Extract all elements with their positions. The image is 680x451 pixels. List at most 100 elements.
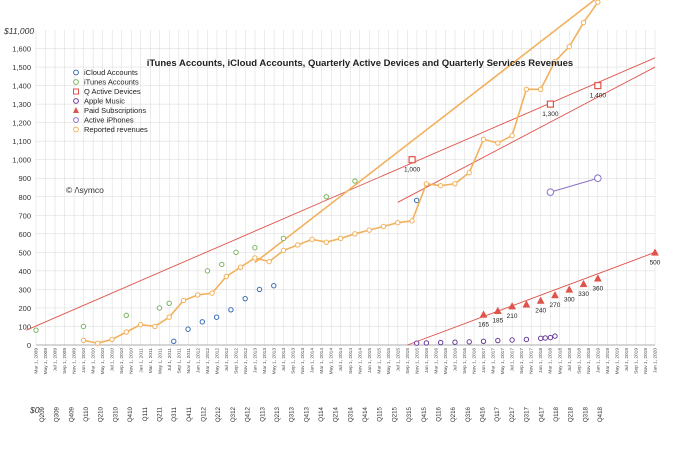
- apple-music-point: [542, 335, 548, 341]
- reported-revenues-point: [466, 169, 472, 176]
- reported-revenues-point: [152, 323, 158, 330]
- x-date-tick-label: Sep 1, 2009: [62, 348, 68, 374]
- x-date-tick-label: Jul 1, 2019: [624, 348, 630, 372]
- y-tick-label: 500: [18, 248, 31, 257]
- x-axis: Mar 1, 2009 May 1, 2009 Jul 1, 2009 Sep 1, …: [34, 348, 659, 422]
- reported-revenues-point: [352, 231, 358, 237]
- reported-revenues-point: [366, 227, 372, 233]
- reported-revenues-point: [137, 321, 144, 328]
- paid-subscriptions-point: [551, 290, 559, 299]
- x-date-tick-label: Jul 1, 2011: [167, 348, 173, 371]
- y-tick-label: 200: [18, 304, 31, 313]
- x-date-tick-label: Sep 1, 2011: [176, 348, 182, 374]
- x-quarter-tick-label: Q314: [347, 406, 354, 422]
- active-iphones-line: [550, 177, 598, 193]
- reported-revenues-point: [523, 86, 530, 92]
- x-quarter-tick-label: Q116: [435, 406, 442, 421]
- y-tick-label: 0: [27, 341, 31, 350]
- x-date-tick-label: Jul 1, 2010: [110, 348, 116, 372]
- legend-item: iTunes Accounts: [73, 78, 139, 87]
- paid-subscriptions-data-label: 165: [478, 321, 489, 328]
- x-quarter-tick-label: Q215: [391, 406, 398, 422]
- apple-music-point: [547, 334, 554, 341]
- x-date-tick-label: May 1, 2011: [157, 348, 163, 374]
- x-quarter-tick-label: Q117: [494, 406, 501, 421]
- paid-subscriptions-point: [479, 310, 488, 318]
- secondary-axis-bottom-label: $0: [29, 405, 40, 415]
- itunes-accounts-point: [233, 249, 239, 256]
- x-date-tick-label: Mar 1, 2009: [34, 348, 40, 374]
- x-date-tick-label: Sep 1, 2012: [233, 348, 239, 374]
- reported-revenues-point: [552, 58, 558, 65]
- itunes-accounts-point: [219, 261, 225, 268]
- x-quarter-tick-label: Q211: [156, 406, 163, 421]
- q-active-devices-point: [408, 156, 416, 164]
- apple-music-point: [452, 339, 458, 345]
- y-tick-label: 800: [18, 193, 31, 202]
- itunes-accounts-point: [80, 323, 87, 330]
- reported-revenues-point: [109, 336, 115, 343]
- legend-label: iCloud Accounts: [84, 68, 138, 77]
- itunes-accounts-point: [352, 178, 358, 184]
- legend-swatch: [73, 79, 79, 85]
- x-quarter-tick-label: Q112: [201, 406, 208, 421]
- x-quarter-tick-label: Q216: [450, 406, 457, 422]
- paid-subscriptions-point: [508, 302, 517, 310]
- apple-music-point: [423, 340, 430, 346]
- itunes-accounts-point: [166, 300, 172, 307]
- x-quarter-tick-label: Q113: [259, 406, 266, 421]
- x-date-tick-label: Mar 1, 2017: [491, 348, 497, 374]
- apple-music-point: [413, 340, 420, 346]
- x-date-tick-label: Jan 1, 2013: [253, 348, 259, 373]
- x-date-tick-label: Mar 1, 2016: [433, 348, 439, 374]
- apple-music-point: [537, 335, 544, 342]
- icloud-accounts-point: [228, 307, 234, 313]
- q-active-devices-data-label: 1,400: [590, 93, 607, 100]
- x-quarter-tick-label: Q418: [597, 406, 604, 422]
- x-quarter-tick-label: Q411: [186, 406, 193, 421]
- legend-label: Q Active Devices: [84, 87, 141, 96]
- x-quarter-tick-label: Q217: [509, 406, 516, 422]
- icloud-accounts-point: [199, 319, 206, 325]
- x-date-tick-label: Sep 1, 2010: [119, 348, 125, 374]
- reported-revenues-point: [180, 297, 187, 304]
- paid-subscriptions-point: [493, 306, 502, 314]
- paid-subscriptions-data-label: 330: [578, 291, 589, 298]
- legend-label: iTunes Accounts: [84, 78, 139, 87]
- x-date-tick-label: Jan 1, 2012: [195, 348, 201, 373]
- reported-revenues-point: [437, 182, 444, 189]
- trendline: [407, 251, 656, 346]
- y-tick-label: 1,100: [12, 137, 31, 146]
- reported-revenues-point: [380, 223, 387, 230]
- x-date-tick-label: May 1, 2019: [614, 348, 620, 375]
- x-date-tick-label: Sep 1, 2019: [633, 348, 639, 374]
- reported-revenues-point: [395, 220, 401, 226]
- y-tick-label: 900: [18, 174, 31, 183]
- x-quarter-tick-label: Q312: [230, 406, 237, 422]
- x-date-tick-label: Mar 1, 2014: [319, 348, 325, 374]
- reported-revenues-point: [95, 340, 101, 346]
- reported-revenues-point: [252, 255, 258, 261]
- apple-music-point: [437, 339, 444, 346]
- x-date-tick-label: May 1, 2016: [443, 348, 449, 375]
- reported-revenues-point: [537, 86, 544, 92]
- active-iphones-point: [594, 174, 602, 183]
- x-quarter-tick-label: Q309: [54, 406, 61, 422]
- x-quarter-tick-label: Q111: [142, 406, 149, 421]
- reported-revenues-point: [266, 258, 272, 265]
- x-date-tick-label: Sep 1, 2018: [576, 348, 582, 374]
- paid-subscriptions-point: [522, 300, 531, 308]
- trendline: [397, 66, 656, 203]
- apple-music-point: [466, 339, 472, 345]
- reported-revenues-point: [595, 0, 601, 5]
- paid-subscriptions-data-label: 270: [550, 302, 561, 309]
- x-date-tick-label: Sep 1, 2016: [462, 348, 468, 374]
- legend-swatch: [73, 126, 79, 133]
- paid-subscriptions-point: [536, 296, 545, 304]
- legend-item: Active iPhones: [73, 116, 134, 125]
- itunes-accounts-point: [156, 305, 163, 311]
- x-quarter-tick-label: Q212: [215, 406, 222, 422]
- q-active-devices-data-label: 1,000: [404, 167, 421, 174]
- reported-revenues-point: [580, 19, 587, 26]
